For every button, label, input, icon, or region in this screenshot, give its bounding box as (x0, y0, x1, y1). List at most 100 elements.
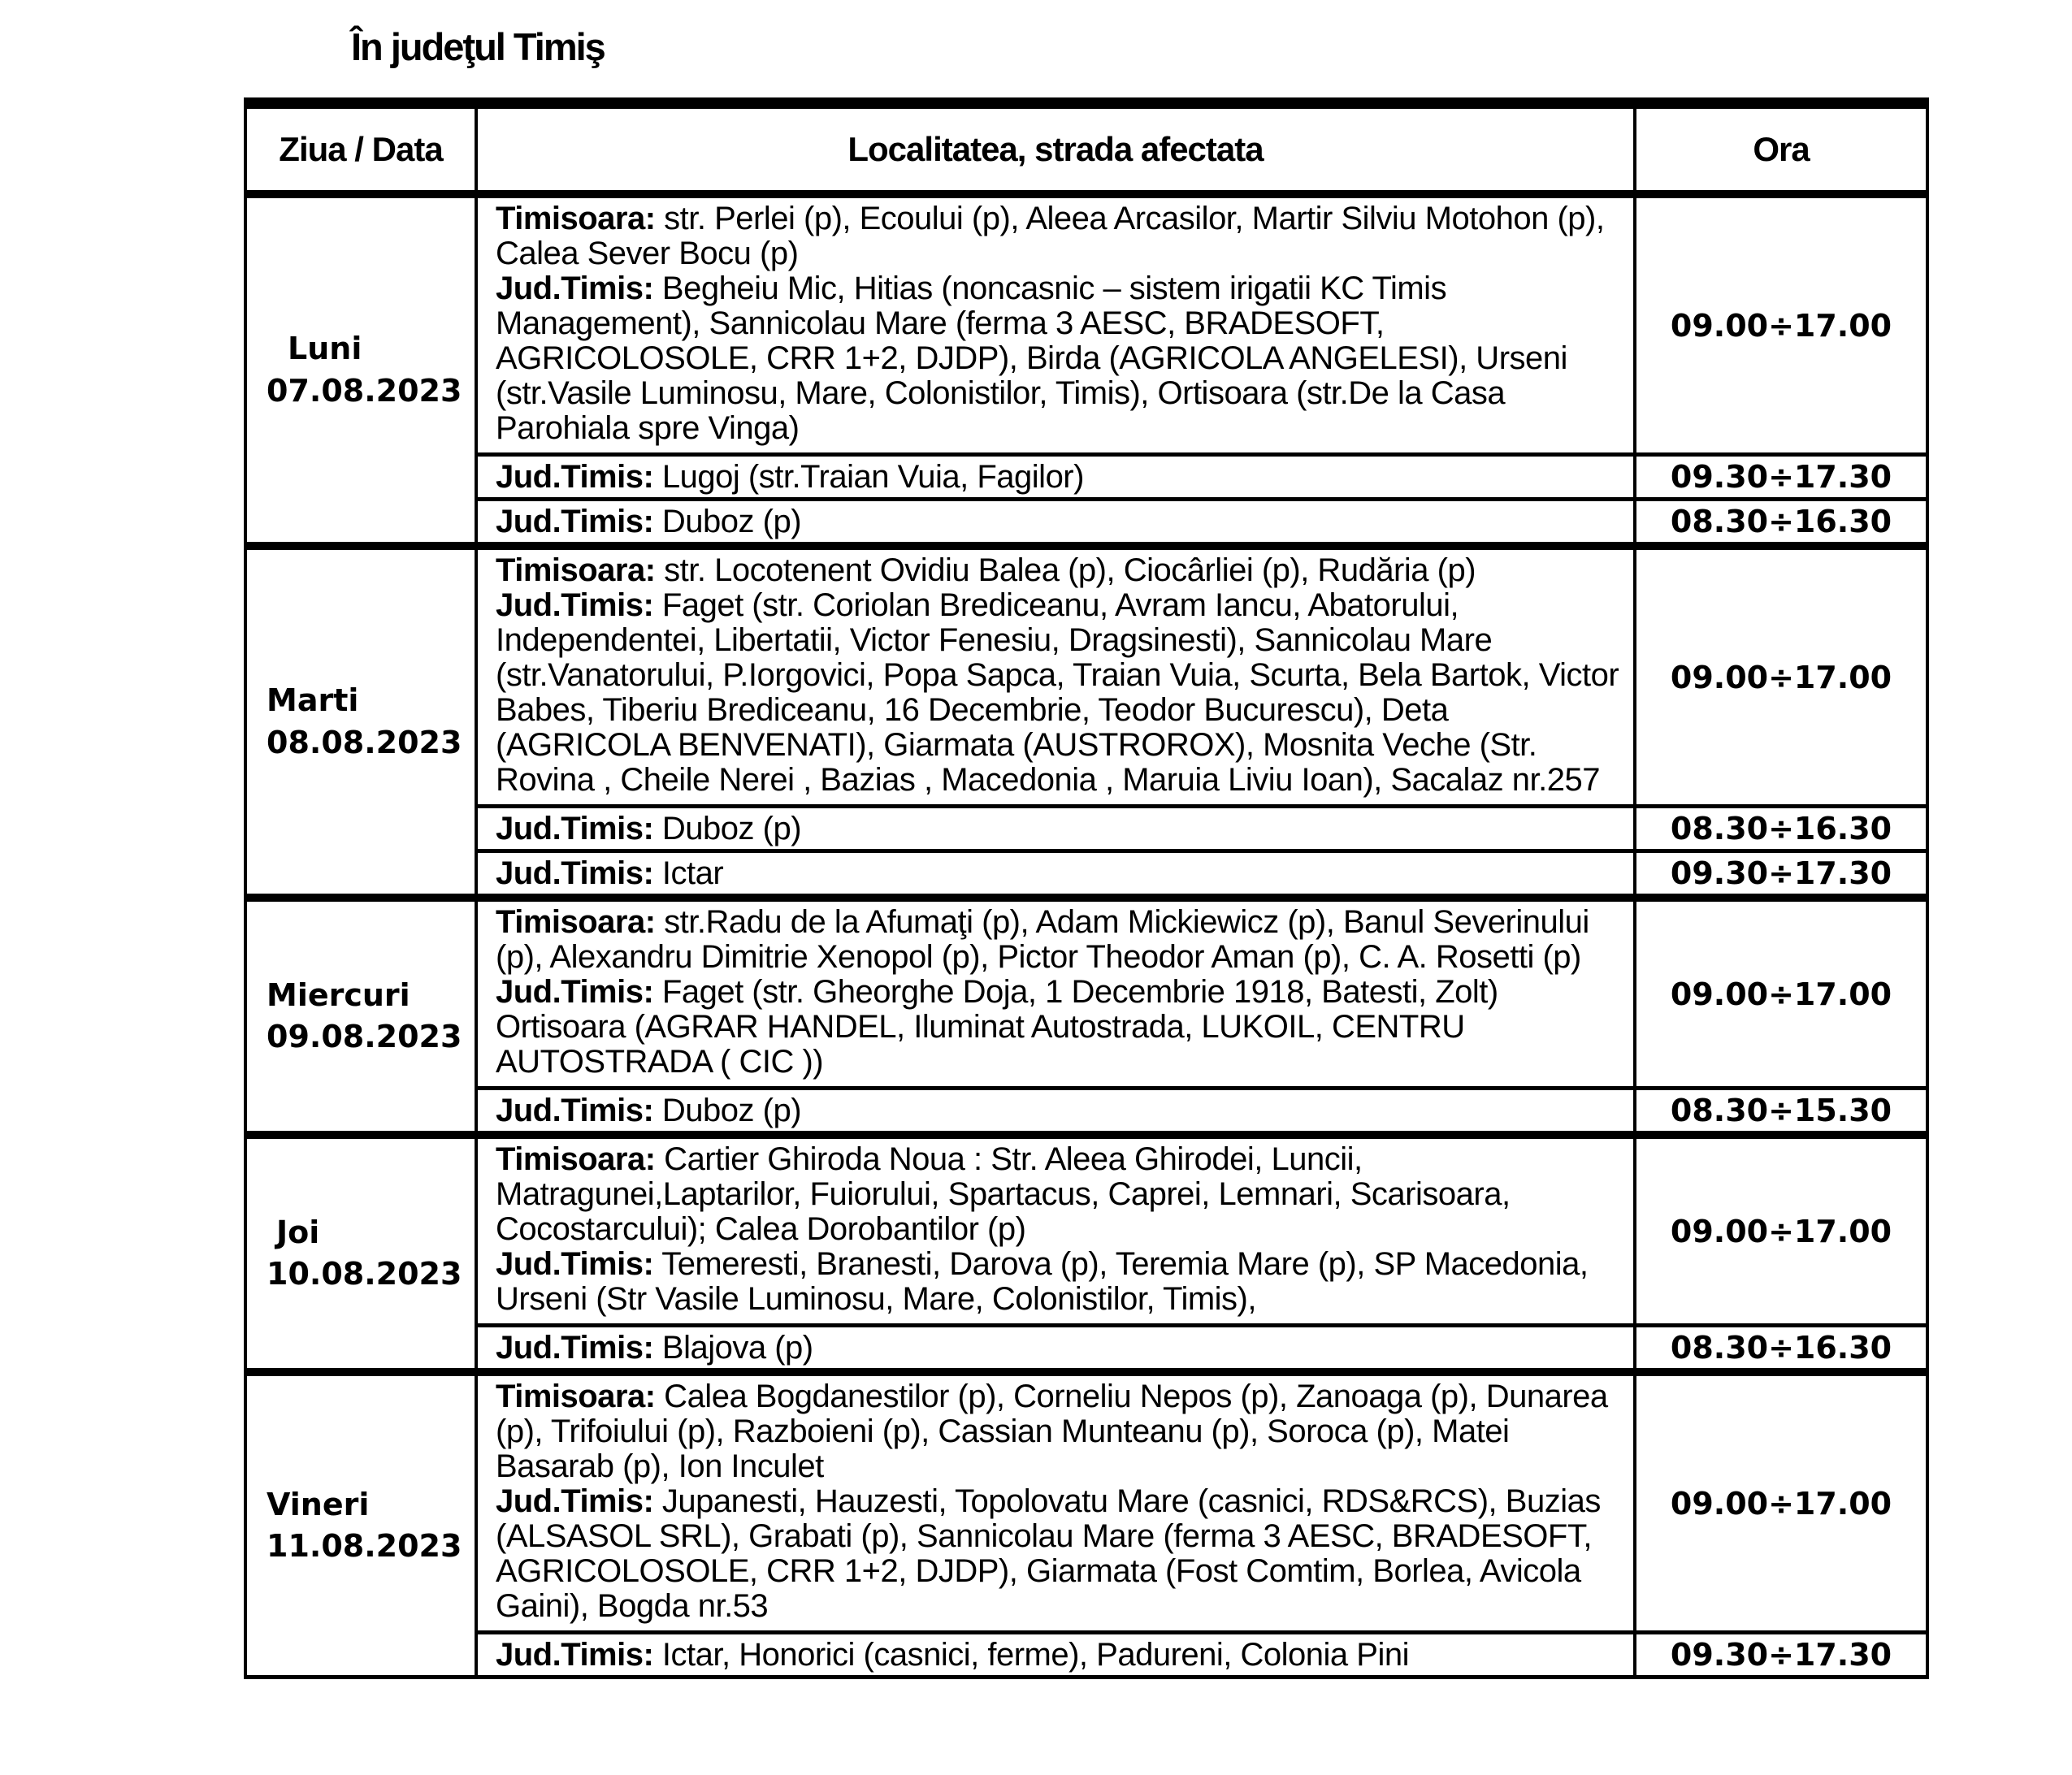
location-segment: Jud.Timis: Ictar (496, 855, 1623, 891)
locations-cell: Timisoara: str.Radu de la Afumaţi (p), A… (476, 894, 1635, 1089)
locations-cell: Jud.Timis: Duboz (p) (476, 1086, 1635, 1135)
location-segment: Timisoara: Cartier Ghiroda Noua : Str. A… (496, 1142, 1623, 1247)
locality-label: Jud.Timis: (496, 271, 654, 306)
location-segment: Timisoara: Calea Bogdanestilor (p), Corn… (496, 1379, 1623, 1484)
table-row: Vineri 11.08.2023 Timisoara: Calea Bogda… (245, 1368, 1927, 1678)
streets-text: Lugoj (str.Traian Vuia, Fagilor) (653, 458, 1085, 495)
streets-text: Duboz (p) (653, 503, 802, 539)
locations-cell: Timisoara: str. Locotenent Ovidiu Balea … (476, 542, 1635, 807)
location-segment: Jud.Timis: Duboz (p) (496, 810, 1623, 846)
day-name: Luni (288, 331, 362, 367)
locality-label: Timisoara: (496, 201, 656, 236)
table-row: Jud.Timis: Duboz (p) 08.30÷16.30 (245, 804, 1927, 851)
locations-cell: Jud.Timis: Lugoj (str.Traian Vuia, Fagil… (476, 452, 1635, 500)
locations-cell: Timisoara: str. Perlei (p), Ecoului (p),… (476, 190, 1635, 455)
locality-label: Jud.Timis: (496, 458, 654, 495)
streets-text: Jupanesti, Hauzesti, Topolovatu Mare (ca… (496, 1483, 1601, 1624)
page-title: În judeţul Timiş (351, 25, 606, 68)
day-group-joi: Joi 10.08.2023 Timisoara: Cartier Ghirod… (245, 1131, 1927, 1372)
locality-label: Jud.Timis: (496, 810, 654, 846)
day-group-vineri: Vineri 11.08.2023 Timisoara: Calea Bogda… (245, 1368, 1927, 1678)
column-header-time: Ora (1633, 103, 1927, 198)
time-cell: 08.30÷16.30 (1633, 497, 1927, 546)
locality-label: Jud.Timis: (496, 974, 654, 1010)
time-cell: 08.30÷16.30 (1633, 1323, 1927, 1372)
time-cell: 09.30÷17.30 (1633, 849, 1927, 898)
table-row: Jud.Timis: Ictar, Honorici (casnici, fer… (245, 1630, 1927, 1678)
column-header-day: Ziua / Data (245, 103, 478, 198)
locality-label: Jud.Timis: (496, 1483, 654, 1519)
locations-cell: Jud.Timis: Duboz (p) (476, 497, 1635, 546)
day-group-miercuri: Miercuri 09.08.2023 Timisoara: str.Radu … (245, 894, 1927, 1135)
streets-text: str. Perlei (p), Ecoului (p), Aleea Arca… (496, 201, 1605, 271)
streets-text: Calea Bogdanestilor (p), Corneliu Nepos … (496, 1379, 1608, 1484)
time-cell: 09.00÷17.00 (1633, 894, 1927, 1089)
table-row: Joi 10.08.2023 Timisoara: Cartier Ghirod… (245, 1131, 1927, 1372)
table-row: Jud.Timis: Duboz (p) 08.30÷15.30 (245, 1086, 1927, 1135)
locality-label: Timisoara: (496, 904, 656, 940)
locations-cell: Timisoara: Calea Bogdanestilor (p), Corn… (476, 1368, 1635, 1633)
location-segment: Jud.Timis: Blajova (p) (496, 1329, 1623, 1366)
day-date: 10.08.2023 (267, 1256, 462, 1292)
day-date: 07.08.2023 (267, 372, 462, 409)
locations-cell: Jud.Timis: Duboz (p) (476, 804, 1635, 851)
location-segment: Jud.Timis: Lugoj (str.Traian Vuia, Fagil… (496, 458, 1623, 495)
locations-cell: Jud.Timis: Ictar, Honorici (casnici, fer… (476, 1630, 1635, 1678)
streets-text: Faget (str. Gheorghe Doja, 1 Decembrie 1… (496, 974, 1498, 1080)
outage-schedule-table: Ziua / Data Localitatea, strada afectata… (244, 97, 1929, 1679)
day-cell: Joi 10.08.2023 (245, 1131, 478, 1372)
location-segment: Timisoara: str. Perlei (p), Ecoului (p),… (496, 201, 1623, 271)
streets-text: Temeresti, Branesti, Darova (p), Teremia… (496, 1246, 1589, 1317)
streets-text: Ictar (653, 855, 724, 891)
locations-cell: Jud.Timis: Ictar (476, 849, 1635, 898)
day-date: 08.08.2023 (267, 724, 462, 760)
time-cell: 09.00÷17.00 (1633, 1368, 1927, 1633)
day-name: Joi (276, 1214, 320, 1250)
locality-label: Timisoara: (496, 1379, 656, 1414)
locality-label: Jud.Timis: (496, 1246, 654, 1282)
day-cell: Vineri 11.08.2023 (245, 1368, 478, 1678)
location-segment: Jud.Timis: Begheiu Mic, Hitias (noncasni… (496, 271, 1623, 446)
day-cell: Marti 08.08.2023 (245, 542, 478, 898)
location-segment: Jud.Timis: Duboz (p) (496, 504, 1623, 539)
table-row: Marti 08.08.2023 Timisoara: str. Locoten… (245, 542, 1927, 898)
streets-text: Duboz (p) (653, 1092, 802, 1128)
table-row: Jud.Timis: Blajova (p) 08.30÷16.30 (245, 1323, 1927, 1372)
streets-text: Cartier Ghiroda Noua : Str. Aleea Ghirod… (496, 1141, 1511, 1247)
table-row: Jud.Timis: Ictar 09.30÷17.30 (245, 849, 1927, 898)
location-segment: Timisoara: str. Locotenent Ovidiu Balea … (496, 553, 1623, 588)
streets-text: Faget (str. Coriolan Brediceanu, Avram I… (496, 587, 1619, 798)
locality-label: Timisoara: (496, 552, 656, 588)
time-cell: 08.30÷15.30 (1633, 1086, 1927, 1135)
table-row: Jud.Timis: Lugoj (str.Traian Vuia, Fagil… (245, 452, 1927, 500)
streets-text: Ictar, Honorici (casnici, ferme), Padure… (653, 1636, 1410, 1673)
location-segment: Jud.Timis: Faget (str. Coriolan Bredicea… (496, 588, 1623, 798)
day-name: Miercuri (267, 976, 410, 1013)
location-segment: Jud.Timis: Duboz (p) (496, 1093, 1623, 1128)
locality-label: Jud.Timis: (496, 1636, 654, 1673)
time-cell: 08.30÷16.30 (1633, 804, 1927, 851)
streets-text: Begheiu Mic, Hitias (noncasnic – sistem … (496, 271, 1567, 446)
day-cell: Luni 07.08.2023 (245, 190, 478, 546)
day-date: 09.08.2023 (267, 1019, 462, 1054)
time-cell: 09.00÷17.00 (1633, 190, 1927, 455)
column-header-location: Localitatea, strada afectata (476, 103, 1635, 198)
locality-label: Timisoara: (496, 1141, 656, 1177)
location-segment: Jud.Timis: Ictar, Honorici (casnici, fer… (496, 1636, 1623, 1673)
location-segment: Jud.Timis: Faget (str. Gheorghe Doja, 1 … (496, 975, 1623, 1080)
location-segment: Jud.Timis: Temeresti, Branesti, Darova (… (496, 1247, 1623, 1317)
day-name: Marti (267, 682, 359, 719)
streets-text: Blajova (p) (653, 1329, 813, 1366)
location-segment: Timisoara: str.Radu de la Afumaţi (p), A… (496, 905, 1623, 975)
locations-cell: Timisoara: Cartier Ghiroda Noua : Str. A… (476, 1131, 1635, 1326)
table-row: Jud.Timis: Duboz (p) 08.30÷16.30 (245, 497, 1927, 546)
location-segment: Jud.Timis: Jupanesti, Hauzesti, Topolova… (496, 1484, 1623, 1624)
locality-label: Jud.Timis: (496, 1329, 654, 1366)
day-cell: Miercuri 09.08.2023 (245, 894, 478, 1135)
streets-text: Duboz (p) (653, 810, 802, 846)
locality-label: Jud.Timis: (496, 503, 654, 539)
time-cell: 09.30÷17.30 (1633, 1630, 1927, 1678)
streets-text: str. Locotenent Ovidiu Balea (p), Ciocâr… (655, 552, 1476, 588)
table-row: Luni 07.08.2023 Timisoara: str. Perlei (… (245, 190, 1927, 546)
